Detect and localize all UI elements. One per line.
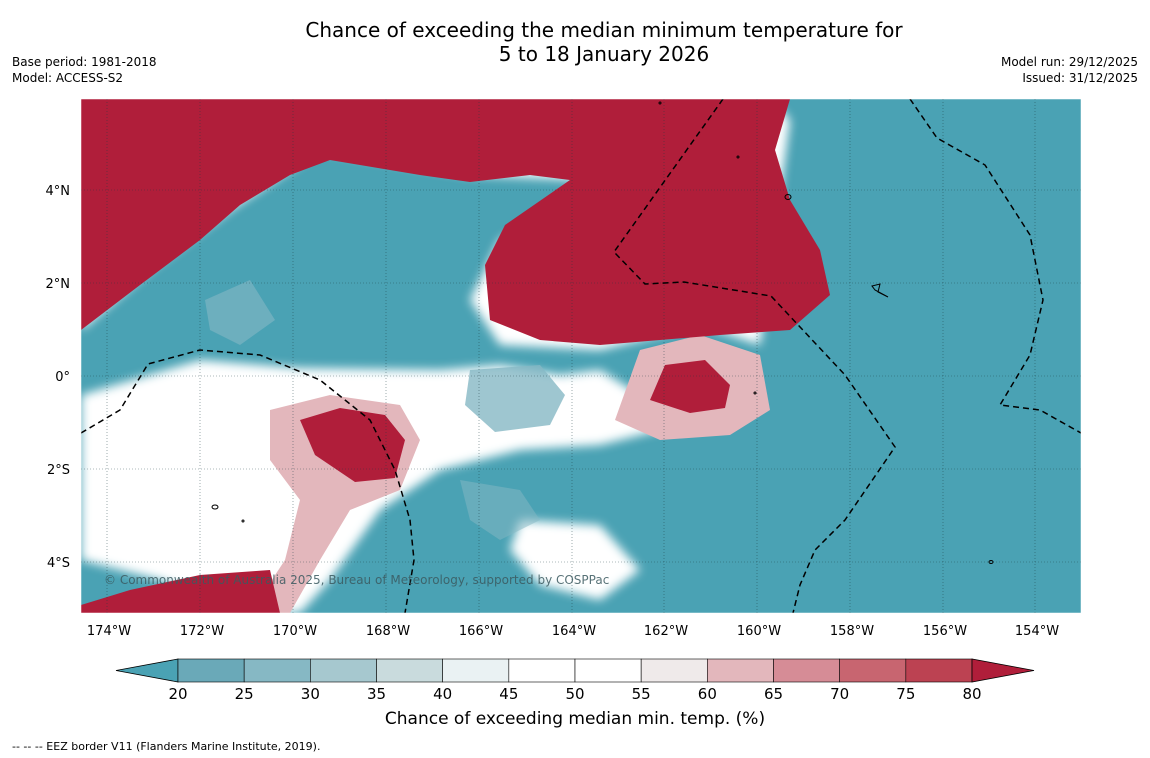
- colorbar-high-extend: [971, 658, 1035, 683]
- colorbar-tick: 55: [632, 685, 651, 703]
- colorbar-bin: [310, 658, 377, 683]
- meta-right: Model run: 29/12/2025 Issued: 31/12/2025: [1001, 54, 1138, 86]
- lon-tick: 174°W: [87, 624, 131, 639]
- lon-tick: 170°W: [273, 624, 317, 639]
- colorbar-tick: 30: [301, 685, 320, 703]
- issued-date: Issued: 31/12/2025: [1022, 71, 1138, 85]
- colorbar-tick: 25: [235, 685, 254, 703]
- lon-tick: 162°W: [644, 624, 688, 639]
- colorbar-bin: [773, 658, 840, 683]
- model-name: Model: ACCESS-S2: [12, 71, 124, 85]
- light-below-median: [205, 280, 565, 540]
- copyright-notice: © Commonwealth of Australia 2025, Bureau…: [104, 573, 609, 587]
- lat-tick: 0°: [55, 370, 70, 385]
- base-period: Base period: 1981-2018: [12, 55, 157, 69]
- colorbar-low-extend: [115, 658, 179, 683]
- colorbar-bin: [839, 658, 907, 683]
- colorbar-bin: [376, 658, 443, 683]
- lon-tick: 158°W: [830, 624, 874, 639]
- colorbar: 20 25 30 35 40 45 50 55 60 65 70 75 80: [115, 658, 1035, 703]
- colorbar-tick: 80: [962, 685, 981, 703]
- colorbar-bin: [707, 658, 774, 683]
- colorbar-bin: [574, 658, 642, 683]
- eez-borders: [81, 99, 1081, 613]
- lat-tick: 2°S: [47, 463, 70, 478]
- model-run: Model run: 29/12/2025: [1000, 55, 1138, 69]
- colorbar-bin: [508, 658, 576, 683]
- lon-tick: 166°W: [459, 624, 503, 639]
- lon-tick: 168°W: [366, 624, 410, 639]
- islands: [211, 101, 994, 564]
- map-panel: © Commonwealth of Australia 2025, Bureau…: [81, 99, 1081, 613]
- colorbar-tick: 65: [764, 685, 783, 703]
- lon-tick: 160°W: [737, 624, 781, 639]
- colorbar-tick: 75: [896, 685, 915, 703]
- map-frame: [80, 98, 1082, 614]
- lon-tick: 172°W: [180, 624, 224, 639]
- map-title: Chance of exceeding the median minimum t…: [0, 18, 1150, 66]
- colorbar-bin: [905, 658, 973, 683]
- lon-tick: 154°W: [1015, 624, 1059, 639]
- lon-axis: 174°W 172°W 170°W 168°W 166°W 164°W 162°…: [87, 624, 1059, 639]
- colorbar-label: Chance of exceeding median min. temp. (%…: [384, 709, 766, 729]
- lat-axis: 4°N 2°N 0° 2°S 4°S: [46, 184, 71, 571]
- colorbar-bin: [243, 658, 311, 683]
- colorbar-tick: 20: [168, 685, 187, 703]
- meta-left: Base period: 1981-2018 Model: ACCESS-S2: [12, 54, 157, 86]
- colorbar-tick: 40: [433, 685, 452, 703]
- lat-tick: 2°N: [46, 277, 71, 292]
- colorbar-tick: 35: [367, 685, 386, 703]
- title-line-2: 5 to 18 January 2026: [498, 42, 710, 66]
- colorbar-bin: [177, 658, 245, 683]
- colorbar-tick: 50: [565, 685, 584, 703]
- above-median-regions: [81, 99, 830, 613]
- colorbar-tick: 60: [698, 685, 717, 703]
- colorbar-bin: [442, 658, 510, 683]
- lat-tick: 4°S: [47, 556, 70, 571]
- colorbar-tick: 45: [499, 685, 518, 703]
- lon-tick: 164°W: [552, 624, 596, 639]
- eez-legend-note: -- -- -- EEZ border V11 (Flanders Marine…: [12, 740, 321, 753]
- colorbar-bin: [640, 658, 708, 683]
- lat-tick: 4°N: [46, 184, 71, 199]
- title-line-1: Chance of exceeding the median minimum t…: [305, 18, 903, 42]
- lon-tick: 156°W: [923, 624, 967, 639]
- colorbar-tick: 70: [830, 685, 849, 703]
